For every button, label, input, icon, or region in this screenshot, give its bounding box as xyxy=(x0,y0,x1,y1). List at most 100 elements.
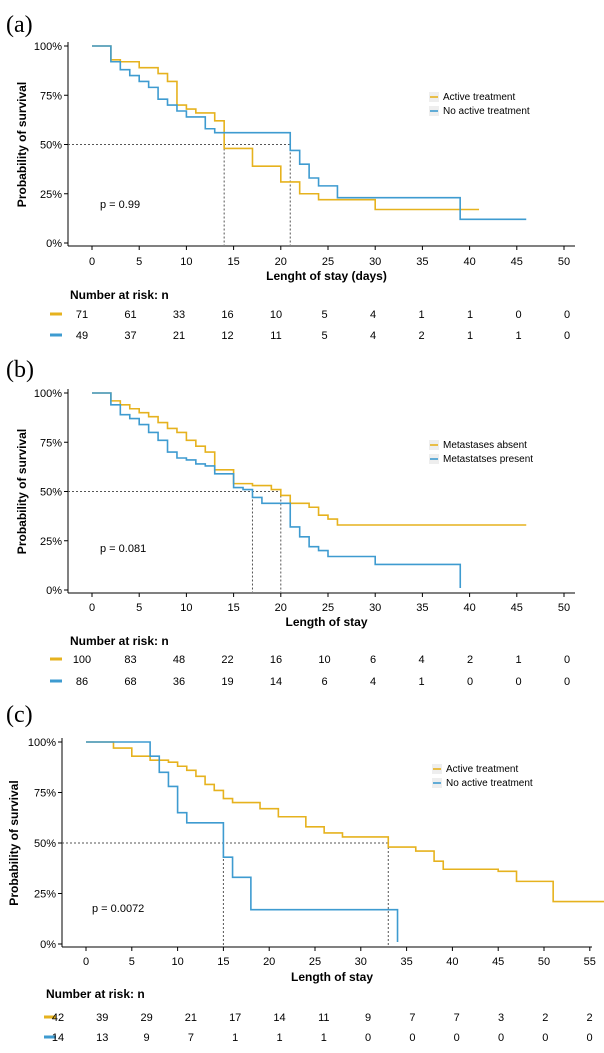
risk-number: 68 xyxy=(124,676,136,688)
risk-number: 22 xyxy=(221,654,233,666)
y-tick-label: 100% xyxy=(34,41,62,53)
y-tick-label: 0% xyxy=(46,585,62,597)
risk-number: 10 xyxy=(318,654,330,666)
risk-number: 0 xyxy=(365,1032,371,1044)
panel-label: (b) xyxy=(6,357,34,383)
risk-number: 5 xyxy=(321,330,327,342)
risk-number: 86 xyxy=(76,676,88,688)
risk-number: 11 xyxy=(318,1012,329,1024)
km-curve-series-1 xyxy=(92,392,527,526)
risk-number: 1 xyxy=(321,1032,327,1044)
x-tick-label: 50 xyxy=(538,956,550,968)
x-tick-label: 25 xyxy=(322,602,334,614)
y-tick-label: 75% xyxy=(40,90,62,102)
y-tick-label: 50% xyxy=(34,838,56,850)
risk-number: 7 xyxy=(454,1012,460,1024)
x-tick-label: 10 xyxy=(180,256,192,268)
km-curve-series-1 xyxy=(92,45,480,211)
legend-label: Metastatses present xyxy=(443,454,533,465)
risk-number: 0 xyxy=(564,676,570,688)
risk-number: 6 xyxy=(370,654,376,666)
x-tick-label: 0 xyxy=(89,256,95,268)
y-tick-label: 0% xyxy=(40,939,56,951)
x-tick-label: 15 xyxy=(227,256,239,268)
risk-number: 42 xyxy=(52,1012,64,1024)
risk-number: 1 xyxy=(418,309,424,321)
panel-label: (c) xyxy=(6,702,33,728)
x-tick-label: 40 xyxy=(463,256,475,268)
x-tick-label: 30 xyxy=(369,602,381,614)
risk-number: 2 xyxy=(467,654,473,666)
legend-label: Active treatment xyxy=(446,764,518,775)
x-axis-title: Length of stay xyxy=(285,615,367,629)
km-curve-series-2 xyxy=(86,741,399,942)
panels: (a)0%25%50%75%100%0 5 10 15 20 25 30 35 40 45 50Le… xyxy=(6,12,604,1044)
risk-number: 1 xyxy=(467,309,473,321)
risk-number: 14 xyxy=(273,1012,285,1024)
x-tick-label: 20 xyxy=(263,956,275,968)
risk-number: 0 xyxy=(564,654,570,666)
y-tick-label: 100% xyxy=(34,388,62,400)
risk-table-title: Number at risk: n xyxy=(46,987,145,1001)
risk-number: 0 xyxy=(498,1032,504,1044)
x-tick-label: 45 xyxy=(511,602,523,614)
risk-number: 29 xyxy=(140,1012,152,1024)
risk-number: 61 xyxy=(124,309,136,321)
risk-number: 6 xyxy=(321,676,327,688)
x-tick-label: 20 xyxy=(275,256,287,268)
risk-number: 1 xyxy=(276,1032,282,1044)
panel-c: (c)0%25%50%75%100%0 5 10 15 20 25 30 35 40 45 50 55… xyxy=(6,702,604,1044)
x-tick-label: 35 xyxy=(416,602,428,614)
risk-number: 48 xyxy=(173,654,185,666)
x-tick-label: 35 xyxy=(400,956,412,968)
risk-number: 83 xyxy=(124,654,136,666)
risk-table-title: Number at risk: n xyxy=(70,288,169,302)
km-curve-series-2 xyxy=(92,45,527,221)
risk-number: 100 xyxy=(73,654,91,666)
risk-number: 5 xyxy=(321,309,327,321)
risk-number: 36 xyxy=(173,676,185,688)
risk-number: 14 xyxy=(270,676,282,688)
x-tick-label: 5 xyxy=(136,602,142,614)
legend-label: Metastases absent xyxy=(443,440,527,451)
risk-number: 19 xyxy=(221,676,233,688)
km-curve-series-1 xyxy=(86,741,604,903)
risk-number: 16 xyxy=(221,309,233,321)
y-tick-label: 50% xyxy=(40,487,62,499)
x-tick-label: 55 xyxy=(584,956,596,968)
x-tick-label: 0 xyxy=(83,956,89,968)
risk-number: 21 xyxy=(185,1012,197,1024)
x-tick-label: 40 xyxy=(446,956,458,968)
risk-number: 0 xyxy=(542,1032,548,1044)
x-tick-label: 35 xyxy=(416,256,428,268)
y-tick-label: 25% xyxy=(40,189,62,201)
x-tick-label: 10 xyxy=(171,956,183,968)
x-tick-label: 25 xyxy=(322,256,334,268)
y-axis-title: Probability of survival xyxy=(15,82,29,207)
risk-number: 17 xyxy=(229,1012,241,1024)
p-value: p = 0.0072 xyxy=(92,903,144,915)
risk-number: 14 xyxy=(52,1032,64,1044)
x-tick-label: 45 xyxy=(511,256,523,268)
risk-number: 1 xyxy=(467,330,473,342)
risk-number: 21 xyxy=(173,330,185,342)
risk-number: 71 xyxy=(76,309,88,321)
risk-number: 1 xyxy=(232,1032,238,1044)
x-tick-label: 45 xyxy=(492,956,504,968)
panel-a: (a)0%25%50%75%100%0 5 10 15 20 25 30 35 40 45 50Le… xyxy=(6,12,575,342)
risk-number: 37 xyxy=(124,330,136,342)
risk-number: 12 xyxy=(221,330,233,342)
x-tick-label: 40 xyxy=(463,602,475,614)
y-tick-label: 75% xyxy=(40,437,62,449)
risk-number: 33 xyxy=(173,309,185,321)
risk-number: 11 xyxy=(270,330,281,342)
y-tick-label: 75% xyxy=(34,788,56,800)
risk-number: 39 xyxy=(96,1012,108,1024)
risk-number: 1 xyxy=(515,654,521,666)
risk-number: 2 xyxy=(418,330,424,342)
panel-b: (b)0%25%50%75%100%0 5 10 15 20 25 30 35 40 45 50Le… xyxy=(6,357,575,688)
risk-number: 4 xyxy=(370,330,376,342)
risk-number: 1 xyxy=(515,330,521,342)
risk-number: 0 xyxy=(454,1032,460,1044)
